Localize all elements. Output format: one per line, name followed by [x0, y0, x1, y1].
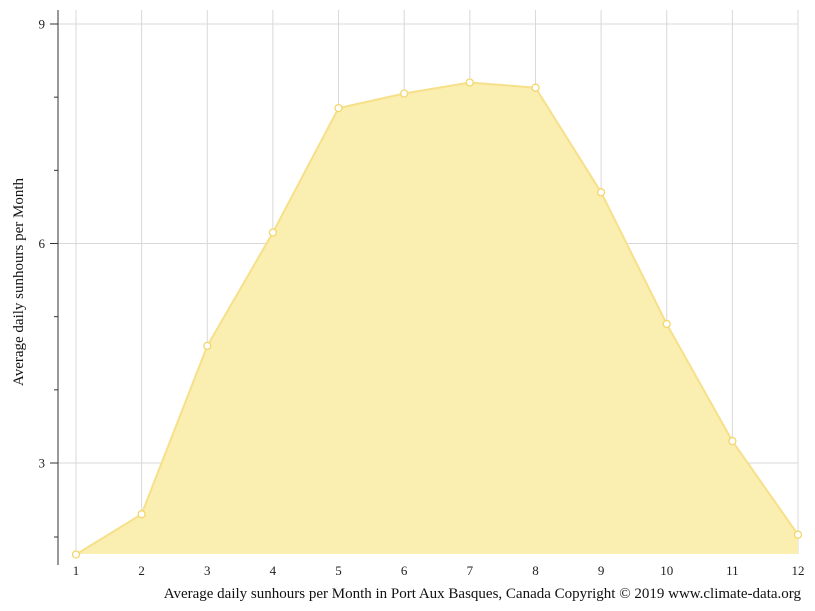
series-area: [76, 82, 798, 555]
data-point-8: [531, 83, 540, 92]
y-axis-title: Average daily sunhours per Month: [11, 178, 27, 387]
x-tick-label: 7: [467, 563, 474, 578]
data-points: [71, 78, 803, 559]
data-point-11: [728, 436, 737, 446]
series-line: [75, 81, 799, 556]
x-tick-label: 4: [270, 563, 277, 578]
data-point-10: [662, 319, 671, 329]
x-tick-label: 6: [401, 563, 408, 578]
x-tick-labels: 1 2 3 4 5 6 7 8 9 10 11 12: [73, 563, 805, 578]
x-tick-label: 1: [73, 563, 80, 578]
data-point-5: [334, 103, 343, 113]
data-point-4: [268, 228, 278, 237]
data-point-9: [596, 188, 606, 197]
x-tick-label: 12: [792, 563, 805, 578]
axes: [50, 10, 59, 565]
y-tick-label: 9: [39, 17, 46, 32]
y-tick-label: 3: [39, 456, 46, 471]
y-tick-label: 6: [39, 236, 46, 251]
area-layer: [75, 81, 799, 556]
x-tick-label: 3: [204, 563, 211, 578]
data-point-2: [137, 510, 146, 519]
data-point-3: [203, 341, 212, 351]
x-tick-label: 9: [598, 563, 605, 578]
x-tick-label: 5: [335, 563, 342, 578]
chart-caption: Average daily sunhours per Month in Port…: [164, 586, 802, 602]
data-point-6: [400, 89, 409, 98]
y-tick-labels: 3 6 9: [39, 17, 46, 471]
x-tick-label: 11: [726, 563, 739, 578]
data-point-12: [793, 530, 803, 539]
data-point-7: [465, 78, 474, 87]
x-tick-label: 10: [660, 563, 673, 578]
x-tick-label: 2: [138, 563, 145, 578]
data-point-1: [71, 550, 81, 559]
x-tick-label: 8: [532, 563, 539, 578]
